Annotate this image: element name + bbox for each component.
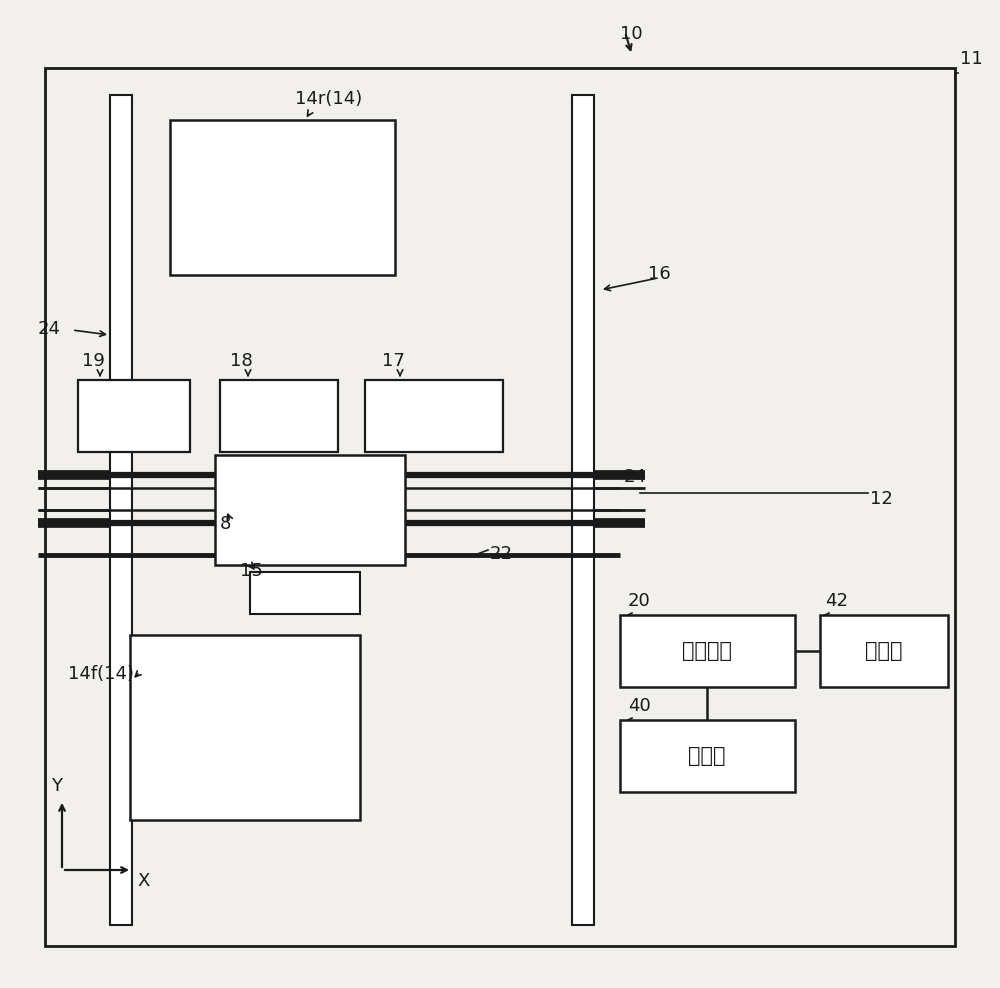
Bar bbox=[572, 95, 594, 925]
Text: 40: 40 bbox=[628, 697, 651, 715]
Text: 8: 8 bbox=[220, 515, 231, 533]
Text: 24: 24 bbox=[624, 468, 647, 486]
Bar bbox=[78, 380, 190, 452]
Text: 14r(14): 14r(14) bbox=[295, 90, 362, 108]
Bar bbox=[620, 615, 795, 687]
Text: 15: 15 bbox=[240, 562, 263, 580]
Text: 14f(14): 14f(14) bbox=[68, 665, 134, 683]
Text: 18: 18 bbox=[230, 352, 253, 370]
Text: 24: 24 bbox=[38, 320, 61, 338]
Bar bbox=[820, 615, 948, 687]
Text: 19: 19 bbox=[82, 352, 105, 370]
Bar bbox=[45, 68, 955, 946]
Text: 17: 17 bbox=[382, 352, 405, 370]
Bar bbox=[170, 120, 395, 275]
Text: 16: 16 bbox=[648, 265, 671, 283]
Text: 操作部: 操作部 bbox=[688, 746, 726, 766]
Text: 11: 11 bbox=[960, 50, 983, 68]
Bar bbox=[220, 380, 338, 452]
Bar bbox=[215, 455, 405, 565]
Text: 控制装置: 控制装置 bbox=[682, 641, 732, 661]
Bar bbox=[620, 720, 795, 792]
Bar bbox=[250, 572, 360, 614]
Text: 显示部: 显示部 bbox=[865, 641, 903, 661]
Text: 42: 42 bbox=[825, 592, 848, 610]
Bar bbox=[110, 95, 132, 925]
Text: Y: Y bbox=[52, 777, 62, 795]
Text: 20: 20 bbox=[628, 592, 651, 610]
Bar bbox=[365, 380, 503, 452]
Bar bbox=[130, 635, 360, 820]
Text: X: X bbox=[137, 872, 149, 890]
Text: 22: 22 bbox=[490, 545, 513, 563]
Text: 10: 10 bbox=[620, 25, 643, 43]
Text: 12: 12 bbox=[870, 490, 893, 508]
